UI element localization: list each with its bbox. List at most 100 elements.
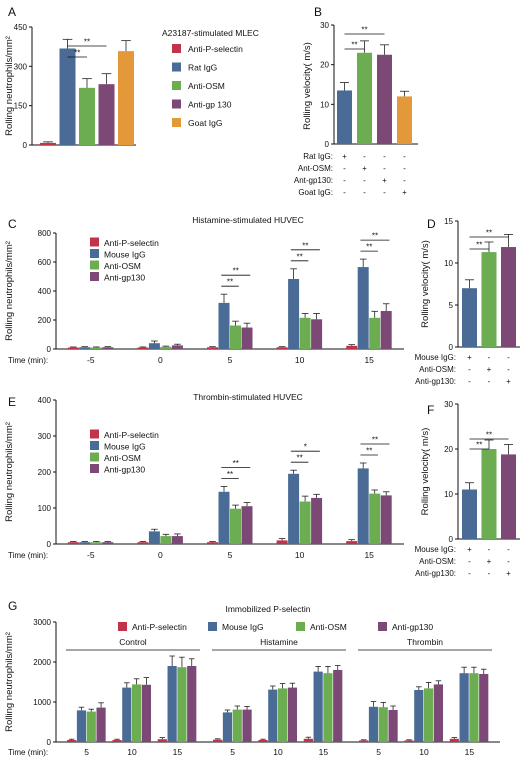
bar-anti-p-selectin: [67, 542, 79, 544]
legend-entry: Anti-P-selectin: [132, 622, 187, 632]
treatment-mark: -: [343, 188, 346, 197]
y-tick-label: 400: [38, 287, 52, 296]
y-tick-label: 3000: [33, 618, 51, 627]
significance-label: **: [351, 41, 357, 50]
x-tick-label: 15: [465, 747, 475, 757]
significance-label: **: [361, 26, 367, 35]
bar-anti-osm: [177, 667, 187, 742]
legend-swatch: [172, 118, 181, 127]
bar: [462, 489, 477, 539]
legend-entry: Mouse IgG: [222, 622, 264, 632]
significance-label: **: [486, 229, 492, 238]
bar-mouse-igg: [122, 687, 132, 742]
bar-anti-osm: [369, 493, 381, 544]
legend-title: A23187-stimulated MLEC: [162, 28, 259, 38]
bar-anti-gp130: [388, 710, 398, 742]
x-tick-label: 15: [319, 747, 329, 757]
y-tick-label: 0: [449, 535, 454, 544]
legend-entry: Anti-OSM: [188, 81, 225, 91]
legend-entry: Mouse IgG: [104, 442, 146, 452]
bar-anti-gp130: [171, 536, 183, 544]
bar-anti-osm: [132, 684, 142, 742]
legend-swatch: [172, 99, 181, 109]
bar-mouse-igg: [414, 690, 424, 742]
x-tick-label: 10: [127, 747, 137, 757]
bar-anti-p-selectin: [67, 347, 79, 349]
bar-mouse-igg: [79, 347, 91, 349]
legend-swatch: [90, 272, 99, 281]
y-axis-title: Rolling neutrophils/mm²: [4, 241, 15, 341]
treatment-mark: -: [488, 545, 491, 554]
legend-swatch: [118, 622, 127, 631]
bar-mouse-igg: [148, 531, 160, 544]
bar-anti-osm: [378, 707, 388, 742]
bar-goat-igg: [118, 51, 134, 145]
legend-swatch: [172, 44, 181, 53]
bar-anti-p-selectin: [449, 738, 459, 742]
bar-anti-osm: [230, 508, 241, 544]
bar-anti-p-selectin: [276, 347, 288, 349]
legend-entry: Anti-gp 130: [188, 100, 232, 110]
y-tick-label: 400: [38, 396, 52, 405]
bar: [501, 247, 516, 347]
bar-anti-p-selectin: [207, 347, 218, 349]
y-axis-title: Rolling velocity( m/s): [420, 428, 431, 516]
bar-anti-gp130: [380, 311, 392, 349]
y-tick-label: 10: [320, 100, 329, 109]
bar-anti-gp130: [311, 319, 323, 349]
bar-anti-osm: [90, 542, 102, 544]
legend-entry: Anti-OSM: [310, 622, 347, 632]
significance-label: **: [476, 241, 482, 250]
treatment-mark: +: [467, 353, 472, 362]
condition-label: Thrombin: [407, 637, 443, 647]
bar-mouse-igg: [357, 267, 369, 349]
y-tick-label: 30: [444, 400, 453, 409]
legend-entry: Mouse IgG: [104, 250, 146, 260]
bar-mouse-igg: [268, 689, 278, 742]
treatment-mark: -: [468, 365, 471, 374]
legend-swatch: [90, 249, 99, 258]
x-tick-label: 5: [228, 550, 233, 560]
significance-label: **: [233, 459, 239, 468]
y-tick-label: 10: [444, 259, 453, 268]
y-tick-label: 450: [14, 23, 28, 32]
treatment-label: Mouse IgG:: [415, 545, 456, 554]
y-tick-label: 20: [320, 61, 329, 70]
legend-entry: Anti-gp130: [104, 465, 145, 475]
bar-anti-osm: [424, 688, 434, 742]
x-tick-label: 5: [84, 747, 89, 757]
bar: [337, 90, 352, 144]
significance-label: **: [366, 243, 372, 252]
bar-anti-p-selectin: [213, 739, 223, 742]
treatment-mark: -: [488, 377, 491, 386]
bar-anti-osm: [278, 688, 288, 742]
bar-anti-p-selectin: [40, 142, 56, 145]
bar-anti-osm: [230, 325, 241, 349]
bar-anti-gp130: [141, 684, 151, 742]
x-tick-label: 15: [364, 355, 374, 365]
legend-swatch: [90, 464, 99, 473]
bar-mouse-igg: [288, 473, 300, 544]
bar-anti-gp130: [96, 707, 106, 742]
treatment-mark: -: [363, 176, 366, 185]
chart-title: Thrombin-stimulated HUVEC: [193, 392, 303, 402]
significance-label: **: [227, 278, 233, 287]
significance-label: **: [366, 447, 372, 456]
y-tick-label: 150: [14, 102, 28, 111]
y-tick-label: 1000: [33, 698, 51, 707]
bar-mouse-igg: [222, 712, 233, 742]
y-tick-label: 10: [444, 490, 453, 499]
treatment-mark: -: [403, 152, 406, 161]
bar-anti-osm: [90, 347, 102, 349]
panel-label: D: [427, 217, 436, 231]
bar-anti-gp130: [479, 674, 489, 742]
legend-swatch: [172, 81, 181, 90]
treatment-mark: -: [363, 152, 366, 161]
bar: [357, 52, 372, 145]
y-tick-label: 15: [444, 217, 453, 226]
x-tick-label: 5: [228, 355, 233, 365]
x-tick-label: 10: [273, 747, 283, 757]
legend-swatch: [90, 441, 99, 450]
